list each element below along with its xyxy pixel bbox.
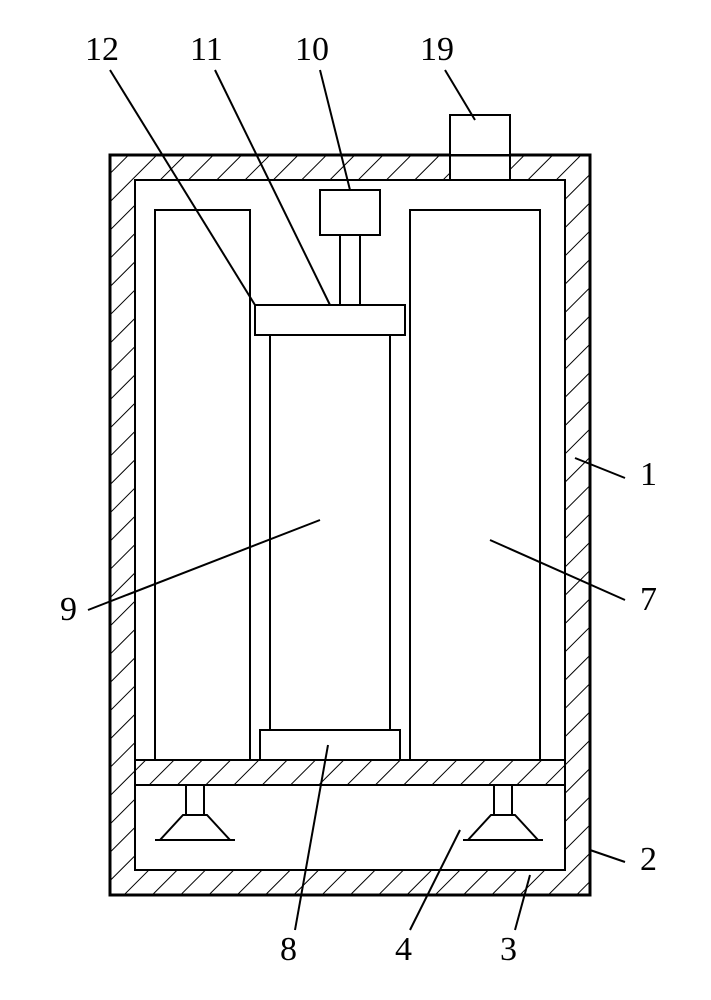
callout-label-4: 4 bbox=[395, 931, 412, 968]
callout-label-19: 19 bbox=[420, 31, 454, 68]
callout-label-7: 7 bbox=[640, 581, 657, 618]
callout-label-11: 11 bbox=[190, 31, 223, 68]
callout-label-10: 10 bbox=[295, 31, 329, 68]
callout-label-2: 2 bbox=[640, 841, 657, 878]
callout-label-8: 8 bbox=[280, 931, 297, 968]
callout-label-3: 3 bbox=[500, 931, 517, 968]
callout-label-12: 12 bbox=[85, 31, 119, 68]
callout-label-1: 1 bbox=[640, 456, 657, 493]
callout-label-9: 9 bbox=[60, 591, 77, 628]
